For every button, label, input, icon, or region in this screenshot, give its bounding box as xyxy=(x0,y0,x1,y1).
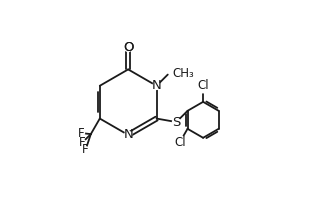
Text: N: N xyxy=(123,129,133,141)
Circle shape xyxy=(79,139,86,146)
Circle shape xyxy=(78,130,85,136)
Text: F: F xyxy=(82,144,89,156)
Circle shape xyxy=(176,136,185,145)
Text: N: N xyxy=(152,79,161,92)
Text: O: O xyxy=(123,41,133,54)
Circle shape xyxy=(124,44,132,51)
Circle shape xyxy=(125,131,132,139)
Text: Cl: Cl xyxy=(175,136,187,149)
Circle shape xyxy=(172,118,180,126)
Circle shape xyxy=(153,82,160,89)
Text: O: O xyxy=(123,41,133,54)
Circle shape xyxy=(82,147,89,153)
Text: CH₃: CH₃ xyxy=(172,67,194,80)
Text: F: F xyxy=(79,136,86,149)
Text: F: F xyxy=(78,127,85,140)
Text: Cl: Cl xyxy=(197,79,209,92)
Text: S: S xyxy=(172,116,180,129)
Circle shape xyxy=(199,83,208,93)
